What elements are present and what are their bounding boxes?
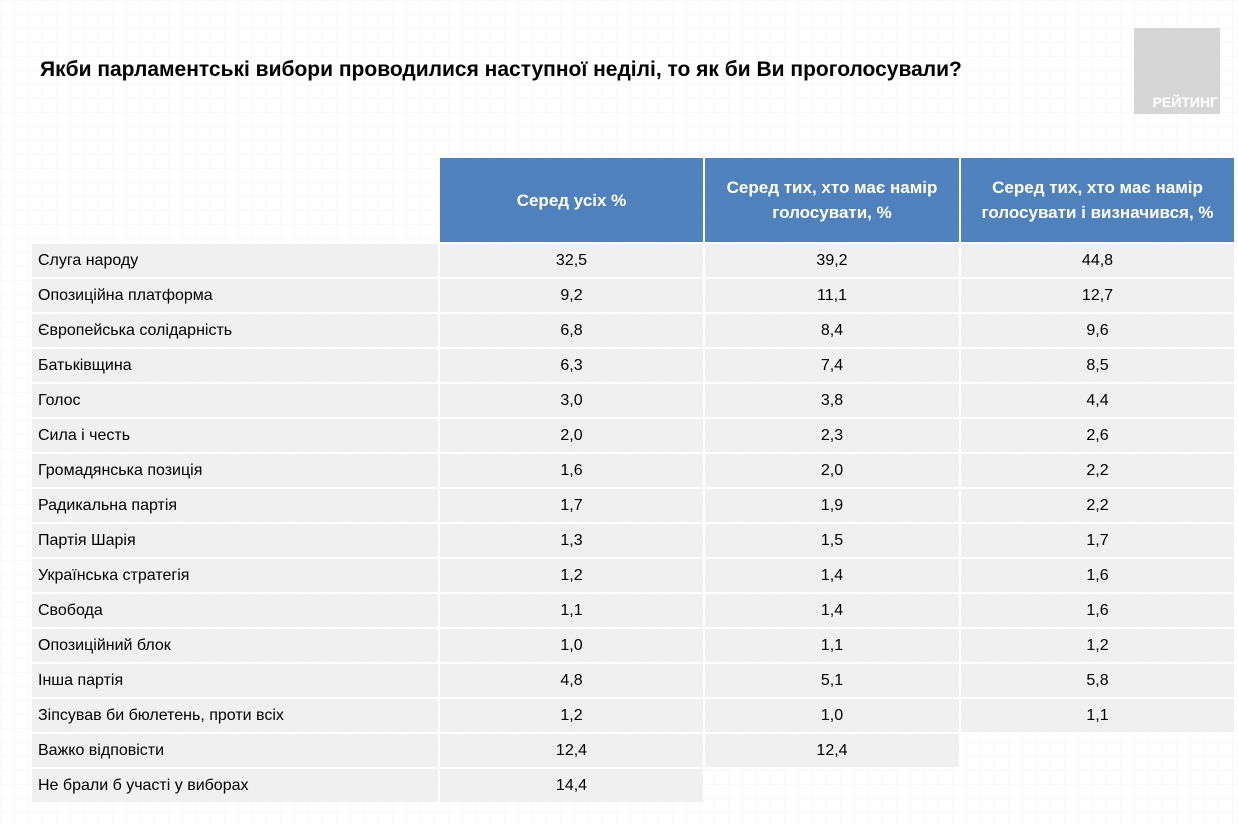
table-row: Важко відповісти 12,4 12,4 [32, 734, 1234, 767]
party-label: Громадянська позиція [32, 454, 438, 487]
logo-text: РЕЙТИНГ [1152, 94, 1218, 110]
value-cell: 2,2 [961, 454, 1234, 487]
value-cell: 8,5 [961, 349, 1234, 382]
table-row: Громадянська позиція 1,6 2,0 2,2 [32, 454, 1234, 487]
rating-logo: РЕЙТИНГ [1134, 28, 1220, 114]
value-cell: 1,6 [440, 454, 703, 487]
table-row: Партія Шарія 1,3 1,5 1,7 [32, 524, 1234, 557]
table-row: Зіпсував би бюлетень, проти всіх 1,2 1,0 1,… [32, 699, 1234, 732]
value-cell: 11,1 [705, 279, 959, 312]
value-cell: 1,2 [440, 559, 703, 592]
page-title: Якби парламентські вибори проводилися на… [40, 58, 962, 81]
value-cell: 1,7 [440, 489, 703, 522]
party-label: Голос [32, 384, 438, 417]
table-row: Слуга народу 32,5 39,2 44,8 [32, 244, 1234, 277]
value-cell: 6,3 [440, 349, 703, 382]
value-cell: 1,4 [705, 594, 959, 627]
value-cell: 1,3 [440, 524, 703, 557]
value-cell: 1,2 [961, 629, 1234, 662]
table-row: Інша партія 4,8 5,1 5,8 [32, 664, 1234, 697]
party-label: Радикальна партія [32, 489, 438, 522]
value-cell: 2,6 [961, 419, 1234, 452]
value-cell: 2,0 [705, 454, 959, 487]
value-cell: 1,4 [705, 559, 959, 592]
value-cell: 1,7 [961, 524, 1234, 557]
value-cell: 3,8 [705, 384, 959, 417]
value-cell: 9,6 [961, 314, 1234, 347]
party-label: Свобода [32, 594, 438, 627]
table-row: Свобода 1,1 1,4 1,6 [32, 594, 1234, 627]
party-label: Важко відповісти [32, 734, 438, 767]
party-label: Українська стратегія [32, 559, 438, 592]
table-row: Опозиційний блок 1,0 1,1 1,2 [32, 629, 1234, 662]
value-cell: 1,5 [705, 524, 959, 557]
header-blank [32, 158, 438, 242]
table-header: Серед усіх % Серед тих, хто має намір го… [32, 158, 1234, 242]
party-label: Інша партія [32, 664, 438, 697]
value-cell: 3,0 [440, 384, 703, 417]
value-cell: 7,4 [705, 349, 959, 382]
value-cell: 9,2 [440, 279, 703, 312]
column-header: Серед тих, хто має намір голосувати і ви… [961, 158, 1234, 242]
value-cell: 4,4 [961, 384, 1234, 417]
value-cell: 39,2 [705, 244, 959, 277]
table-row: Європейська солідарність 6,8 8,4 9,6 [32, 314, 1234, 347]
value-cell: 1,1 [440, 594, 703, 627]
party-label: Слуга народу [32, 244, 438, 277]
table-row: Не брали б участі у виборах 14,4 [32, 769, 1234, 802]
value-cell: 1,6 [961, 594, 1234, 627]
value-cell: 14,4 [440, 769, 703, 802]
value-cell: 6,8 [440, 314, 703, 347]
table-row: Радикальна партія 1,7 1,9 2,2 [32, 489, 1234, 522]
table-row: Опозиційна платформа 9,2 11,1 12,7 [32, 279, 1234, 312]
value-cell: 2,2 [961, 489, 1234, 522]
value-cell: 12,4 [440, 734, 703, 767]
party-label: Партія Шарія [32, 524, 438, 557]
value-cell: 2,3 [705, 419, 959, 452]
table-row: Голос 3,0 3,8 4,4 [32, 384, 1234, 417]
party-label: Не брали б участі у виборах [32, 769, 438, 802]
value-cell: 5,1 [705, 664, 959, 697]
value-cell: 1,9 [705, 489, 959, 522]
party-label: Європейська солідарність [32, 314, 438, 347]
value-cell: 44,8 [961, 244, 1234, 277]
value-cell: 32,5 [440, 244, 703, 277]
value-cell: 1,1 [961, 699, 1234, 732]
value-cell: 2,0 [440, 419, 703, 452]
table-row: Українська стратегія 1,2 1,4 1,6 [32, 559, 1234, 592]
value-cell: 12,4 [705, 734, 959, 767]
party-label: Опозиційна платформа [32, 279, 438, 312]
party-label: Зіпсував би бюлетень, проти всіх [32, 699, 438, 732]
empty-cell [961, 769, 1234, 802]
column-header: Серед тих, хто має намір голосувати, % [705, 158, 959, 242]
empty-cell [961, 734, 1234, 767]
column-header: Серед усіх % [440, 158, 703, 242]
results-table: Серед усіх % Серед тих, хто має намір го… [30, 156, 1236, 804]
value-cell: 12,7 [961, 279, 1234, 312]
party-label: Сила і честь [32, 419, 438, 452]
value-cell: 5,8 [961, 664, 1234, 697]
empty-cell [705, 769, 959, 802]
value-cell: 4,8 [440, 664, 703, 697]
table-row: Сила і честь 2,0 2,3 2,6 [32, 419, 1234, 452]
party-label: Батьківщина [32, 349, 438, 382]
value-cell: 1,0 [440, 629, 703, 662]
value-cell: 1,6 [961, 559, 1234, 592]
value-cell: 1,1 [705, 629, 959, 662]
party-label: Опозиційний блок [32, 629, 438, 662]
value-cell: 8,4 [705, 314, 959, 347]
value-cell: 1,2 [440, 699, 703, 732]
value-cell: 1,0 [705, 699, 959, 732]
table-row: Батьківщина 6,3 7,4 8,5 [32, 349, 1234, 382]
